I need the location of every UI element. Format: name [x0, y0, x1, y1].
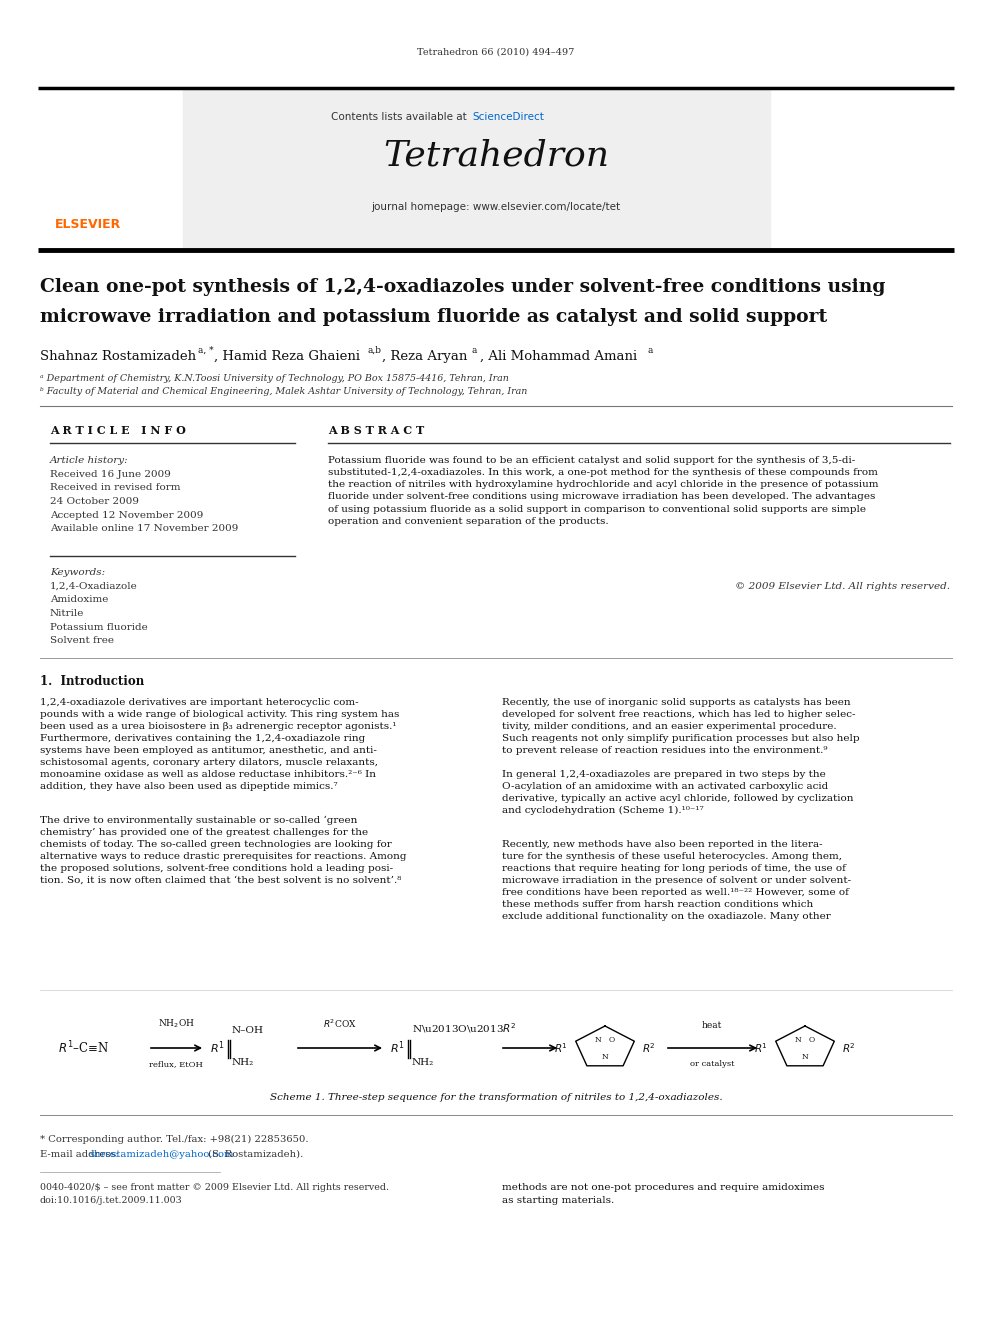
Text: , Reza Aryan: , Reza Aryan [382, 351, 467, 363]
Text: A B S T R A C T: A B S T R A C T [328, 425, 425, 437]
Text: Potassium fluoride: Potassium fluoride [50, 623, 148, 631]
Text: © 2009 Elsevier Ltd. All rights reserved.: © 2009 Elsevier Ltd. All rights reserved… [735, 582, 950, 591]
Text: a,b: a,b [368, 347, 382, 355]
Text: journal homepage: www.elsevier.com/locate/tet: journal homepage: www.elsevier.com/locat… [371, 202, 621, 212]
Text: $R^1$: $R^1$ [754, 1041, 768, 1054]
Text: N–OH: N–OH [232, 1027, 264, 1035]
Text: or catalyst: or catalyst [689, 1060, 734, 1068]
Text: Scheme 1. Three-step sequence for the transformation of nitriles to 1,2,4-oxadia: Scheme 1. Three-step sequence for the tr… [270, 1093, 722, 1102]
Text: microwave irradiation and potassium fluoride as catalyst and solid support: microwave irradiation and potassium fluo… [40, 308, 827, 325]
Text: Available online 17 November 2009: Available online 17 November 2009 [50, 524, 238, 533]
Text: NH₂: NH₂ [412, 1058, 434, 1068]
Text: The drive to environmentally sustainable or so-called ‘green
chemistry’ has prov: The drive to environmentally sustainable… [40, 816, 407, 885]
Text: Tetrahedron 66 (2010) 494–497: Tetrahedron 66 (2010) 494–497 [418, 48, 574, 57]
Text: Recently, the use of inorganic solid supports as catalysts has been
developed fo: Recently, the use of inorganic solid sup… [502, 699, 860, 754]
Text: N: N [795, 1036, 802, 1044]
Text: $R^1$: $R^1$ [390, 1040, 405, 1056]
Text: Tetrahedron: Tetrahedron [383, 138, 609, 172]
Text: , Ali Mohammad Amani: , Ali Mohammad Amani [480, 351, 637, 363]
Text: Solvent free: Solvent free [50, 636, 114, 646]
Text: 0040-4020/$ – see front matter © 2009 Elsevier Ltd. All rights reserved.: 0040-4020/$ – see front matter © 2009 El… [40, 1183, 389, 1192]
Text: Keywords:: Keywords: [50, 568, 105, 577]
Text: ᵃ Department of Chemistry, K.N.Toosi University of Technology, PO Box 15875-4416: ᵃ Department of Chemistry, K.N.Toosi Uni… [40, 374, 509, 382]
Text: $R^1$: $R^1$ [210, 1040, 225, 1056]
Text: E-mail address:: E-mail address: [40, 1150, 122, 1159]
Text: ELSEVIER: ELSEVIER [55, 218, 121, 232]
Text: a: a [472, 347, 477, 355]
Text: 1.  Introduction: 1. Introduction [40, 675, 144, 688]
Text: methods are not one-pot procedures and require amidoximes: methods are not one-pot procedures and r… [502, 1183, 824, 1192]
Text: A R T I C L E   I N F O: A R T I C L E I N F O [50, 425, 186, 437]
Text: Received in revised form: Received in revised form [50, 483, 181, 492]
Text: N: N [802, 1053, 808, 1061]
Text: Potassium fluoride was found to be an efficient catalyst and solid support for t: Potassium fluoride was found to be an ef… [328, 456, 879, 525]
Text: Nitrile: Nitrile [50, 609, 84, 618]
Text: $R^2$COX: $R^2$COX [323, 1017, 357, 1031]
Text: Recently, new methods have also been reported in the litera-
ture for the synthe: Recently, new methods have also been rep… [502, 840, 851, 921]
Text: ScienceDirect: ScienceDirect [472, 112, 544, 122]
Text: NH$_2$OH: NH$_2$OH [158, 1017, 194, 1031]
Text: 1,2,4-Oxadiazole: 1,2,4-Oxadiazole [50, 582, 138, 591]
Bar [183, 90, 770, 250]
Text: Contents lists available at: Contents lists available at [331, 112, 470, 122]
Text: $R^2$: $R^2$ [842, 1041, 856, 1054]
Text: doi:10.1016/j.tet.2009.11.003: doi:10.1016/j.tet.2009.11.003 [40, 1196, 183, 1205]
Text: 24 October 2009: 24 October 2009 [50, 497, 139, 505]
Text: $R^2$: $R^2$ [642, 1041, 656, 1054]
Text: O: O [808, 1036, 815, 1044]
Text: N: N [594, 1036, 601, 1044]
Text: Received 16 June 2009: Received 16 June 2009 [50, 470, 171, 479]
Text: ᵇ Faculty of Material and Chemical Engineering, Malek Ashtar University of Techn: ᵇ Faculty of Material and Chemical Engin… [40, 388, 528, 396]
Text: Shahnaz Rostamizadeh: Shahnaz Rostamizadeh [40, 351, 196, 363]
Text: N: N [601, 1053, 608, 1061]
Text: heat: heat [701, 1021, 722, 1031]
Text: Clean one-pot synthesis of 1,2,4-oxadiazoles under solvent-free conditions using: Clean one-pot synthesis of 1,2,4-oxadiaz… [40, 278, 886, 296]
Text: 1,2,4-oxadiazole derivatives are important heterocyclic com-
pounds with a wide : 1,2,4-oxadiazole derivatives are importa… [40, 699, 400, 791]
Text: NH₂: NH₂ [232, 1058, 254, 1068]
Text: Article history:: Article history: [50, 456, 129, 464]
Text: a, *: a, * [198, 347, 213, 355]
Text: In general 1,2,4-oxadiazoles are prepared in two steps by the
O-acylation of an : In general 1,2,4-oxadiazoles are prepare… [502, 770, 853, 815]
Text: N\u2013O\u2013$R^2$: N\u2013O\u2013$R^2$ [412, 1021, 517, 1035]
Text: Accepted 12 November 2009: Accepted 12 November 2009 [50, 511, 203, 520]
Text: as starting materials.: as starting materials. [502, 1196, 614, 1205]
Text: $R^1$: $R^1$ [555, 1041, 568, 1054]
Text: shrostamizadeh@yahoo.com: shrostamizadeh@yahoo.com [90, 1150, 234, 1159]
Text: (S. Rostamizadeh).: (S. Rostamizadeh). [205, 1150, 304, 1159]
Text: $R^1$–C≡N: $R^1$–C≡N [58, 1040, 109, 1056]
Text: * Corresponding author. Tel./fax: +98(21) 22853650.: * Corresponding author. Tel./fax: +98(21… [40, 1135, 309, 1144]
Text: O: O [609, 1036, 615, 1044]
Text: Amidoxime: Amidoxime [50, 595, 108, 605]
Text: , Hamid Reza Ghaieni: , Hamid Reza Ghaieni [214, 351, 360, 363]
Text: a: a [648, 347, 654, 355]
Text: reflux, EtOH: reflux, EtOH [149, 1060, 203, 1068]
